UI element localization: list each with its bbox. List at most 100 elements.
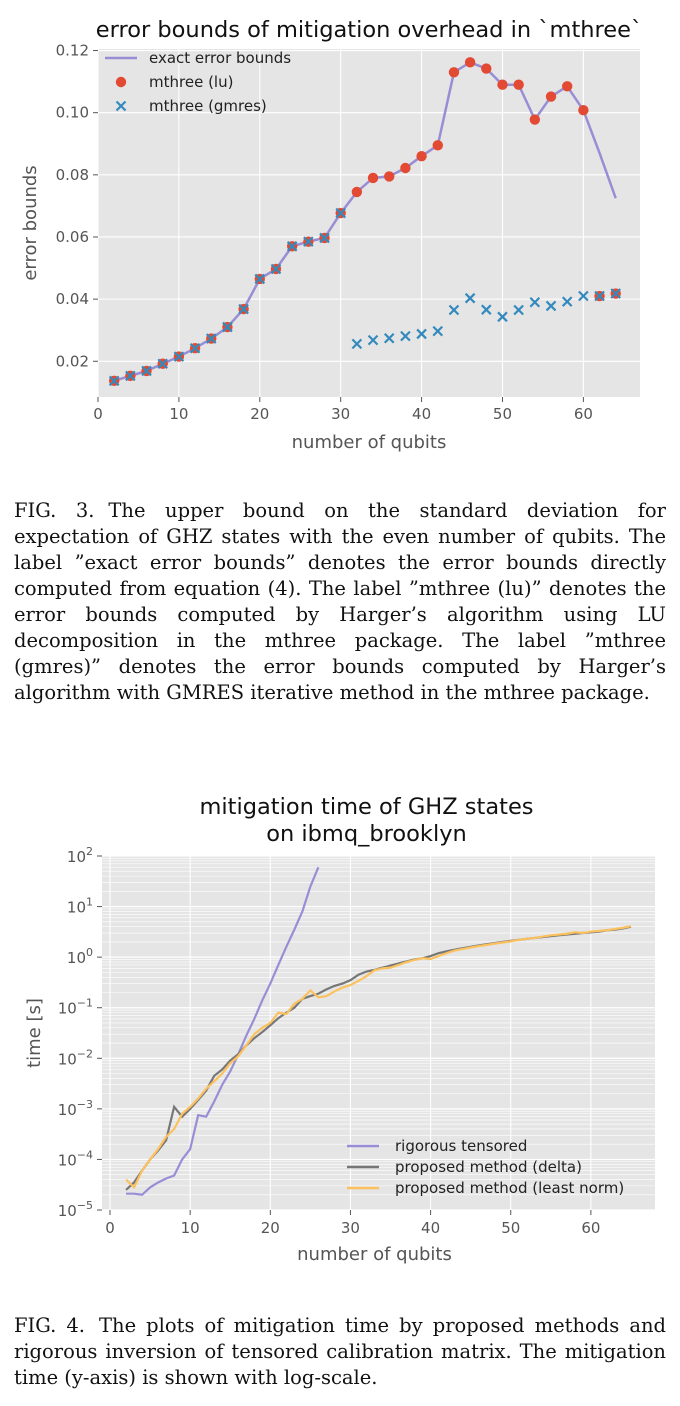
x-marker-stroke bbox=[222, 321, 233, 333]
x-tick-label: 20 bbox=[261, 1219, 280, 1237]
point-mthree-lu bbox=[432, 140, 443, 151]
y-axis-label: error bounds bbox=[20, 165, 41, 280]
point-mthree-lu bbox=[351, 186, 363, 198]
series-line-rigorous-tensored bbox=[126, 866, 320, 1196]
point-mthree-lu bbox=[545, 91, 557, 102]
x-marker-stroke bbox=[125, 370, 136, 382]
x-marker-stroke bbox=[238, 303, 249, 315]
x-axis-label: number of qubits bbox=[292, 432, 447, 453]
chart-title: error bounds of mitigation overhead in `… bbox=[96, 17, 642, 43]
y-tick-label: 10−4 bbox=[58, 1148, 93, 1169]
point-mthree-lu bbox=[481, 63, 492, 74]
x-marker-stroke bbox=[497, 311, 508, 323]
x-marker-stroke bbox=[335, 207, 346, 219]
grid-lines bbox=[102, 855, 655, 1211]
y-tick-base: 10 bbox=[58, 1050, 77, 1068]
point-mthree-lu bbox=[448, 67, 460, 78]
x-marker-stroke bbox=[189, 342, 201, 354]
point-mthree-lu bbox=[497, 79, 508, 90]
point-mthree-lu bbox=[384, 171, 395, 182]
point-mthree-gmres bbox=[238, 303, 249, 315]
x-marker-stroke bbox=[173, 351, 185, 362]
legend-swatch-circle bbox=[115, 76, 127, 88]
y-tick-label: 0.06 bbox=[56, 228, 89, 246]
point-mthree-gmres bbox=[383, 332, 395, 344]
point-mthree-gmres bbox=[319, 232, 330, 244]
x-marker-stroke bbox=[254, 273, 266, 285]
x-tick-label: 50 bbox=[501, 1219, 520, 1237]
point-mthree-gmres bbox=[205, 333, 217, 344]
point-mthree-lu bbox=[464, 57, 476, 68]
point-mthree-gmres bbox=[610, 288, 622, 299]
point-mthree-gmres bbox=[481, 304, 492, 315]
y-tick-label: 0.08 bbox=[56, 166, 89, 184]
x-marker-stroke bbox=[286, 241, 298, 252]
point-mthree-gmres bbox=[594, 290, 605, 302]
legend-label-exact-error-bounds: exact error bounds bbox=[149, 49, 291, 67]
legend-label-mthree-gmres: mthree (gmres) bbox=[149, 97, 267, 115]
y-tick-label: 0.12 bbox=[56, 42, 89, 60]
x-marker-stroke bbox=[351, 338, 363, 350]
point-mthree-gmres bbox=[254, 273, 266, 285]
x-marker-stroke bbox=[578, 290, 589, 302]
x-marker-stroke bbox=[319, 232, 330, 244]
y-tick-exponent: −2 bbox=[77, 1047, 93, 1060]
figure-3-caption-label: FIG. 3. bbox=[14, 499, 95, 522]
x-tick-label: 40 bbox=[412, 405, 431, 423]
y-tick-label: 10−2 bbox=[58, 1047, 93, 1068]
point-mthree-gmres bbox=[432, 325, 444, 337]
legend-swatch-x bbox=[115, 100, 127, 112]
x-marker-stroke bbox=[513, 304, 524, 316]
series-line-proposed-method-least-norm bbox=[125, 925, 632, 1190]
y-tick-base: 10 bbox=[58, 1202, 77, 1220]
x-marker-stroke bbox=[270, 263, 282, 275]
point-mthree-gmres bbox=[108, 375, 120, 387]
x-tick-label: 30 bbox=[341, 1219, 360, 1237]
y-tick-label: 10−3 bbox=[58, 1098, 93, 1119]
point-mthree-lu bbox=[416, 150, 427, 162]
y-tick-label: 0.02 bbox=[56, 352, 89, 370]
plot-background bbox=[98, 49, 640, 397]
figure-4-caption-text: The plots of mitigation time by proposed… bbox=[14, 1314, 666, 1389]
y-tick-base: 10 bbox=[67, 949, 86, 967]
figure-4-caption-label: FIG. 4. bbox=[14, 1314, 85, 1337]
x-marker-stroke bbox=[141, 365, 152, 377]
point-mthree-gmres bbox=[448, 304, 460, 316]
y-tick-base: 10 bbox=[58, 1101, 77, 1119]
point-mthree-gmres bbox=[497, 311, 508, 323]
x-marker-stroke bbox=[108, 375, 120, 387]
y-tick-exponent: 2 bbox=[86, 845, 93, 858]
y-tick-label: 100 bbox=[67, 946, 93, 967]
y-tick-exponent: −5 bbox=[77, 1199, 93, 1212]
point-mthree-gmres bbox=[173, 351, 185, 362]
x-marker-stroke bbox=[432, 325, 444, 337]
x-marker-stroke bbox=[383, 332, 395, 344]
point-mthree-gmres bbox=[561, 296, 573, 307]
legend-label-proposed-method-least-norm: proposed method (least norm) bbox=[395, 1179, 624, 1197]
point-mthree-gmres bbox=[513, 304, 524, 316]
legend: exact error bounds mthree (lu) mthree (gmr… bbox=[105, 49, 291, 115]
x-tick-label: 60 bbox=[574, 405, 593, 423]
x-tick-label: 0 bbox=[105, 1219, 115, 1237]
x-marker-stroke bbox=[594, 290, 605, 302]
x-marker-stroke bbox=[448, 304, 460, 316]
x-tick-label: 50 bbox=[493, 405, 512, 423]
point-mthree-gmres bbox=[335, 207, 346, 219]
point-mthree-gmres bbox=[303, 236, 314, 247]
x-marker-stroke bbox=[481, 304, 492, 315]
y-tick-label: 0.04 bbox=[56, 290, 89, 308]
x-marker-stroke bbox=[367, 334, 379, 346]
point-mthree-lu bbox=[367, 172, 379, 184]
point-mthree-gmres bbox=[141, 365, 152, 377]
y-tick-label: 10−1 bbox=[58, 997, 93, 1018]
y-tick-base: 10 bbox=[67, 848, 86, 866]
x-tick-label: 0 bbox=[93, 405, 103, 423]
legend-label-proposed-method-delta: proposed method (delta) bbox=[395, 1158, 582, 1176]
legend: rigorous tensored proposed method (delta)… bbox=[347, 1137, 624, 1197]
error-bounds-chart: 0 10 20 30 40 50 60 0.02 0.04 0.06 0.08 0.10 0.12 err… bbox=[20, 17, 642, 453]
point-mthree-gmres bbox=[400, 330, 411, 342]
x-tick-label: 10 bbox=[181, 1219, 200, 1237]
y-tick-base: 10 bbox=[58, 1151, 77, 1169]
y-tick-exponent: 0 bbox=[86, 946, 93, 959]
point-mthree-gmres bbox=[351, 338, 363, 350]
